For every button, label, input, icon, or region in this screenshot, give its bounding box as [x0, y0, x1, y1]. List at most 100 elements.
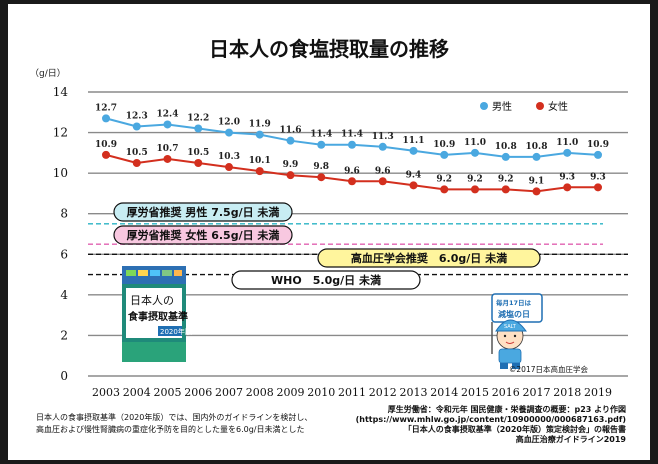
x-tick-label: 2017: [523, 386, 551, 399]
data-label: 10.8: [495, 142, 517, 152]
y-tick-label: 8: [60, 207, 68, 221]
data-label: 12.0: [218, 118, 240, 128]
x-tick-label: 2014: [430, 386, 458, 399]
data-label: 11.9: [249, 120, 271, 130]
data-label: 10.8: [526, 142, 548, 152]
footnote-right-line: 厚生労働省：令和元年 国民健康・栄養調査の概要：p23 より作図: [388, 404, 626, 414]
data-label: 11.6: [280, 126, 302, 136]
data-label: 9.1: [529, 176, 545, 186]
reference-label-box: [113, 202, 293, 222]
x-tick-label: 2009: [277, 386, 305, 399]
data-point: [378, 177, 387, 186]
data-point: [532, 152, 541, 161]
data-point: [317, 173, 326, 182]
legend-label: 男性: [492, 100, 512, 113]
slide: 日本人の食塩摂取量の推移 （g/日） 0 2 4 6 8 10 12 14 2003 2004 2…: [8, 4, 650, 460]
data-point: [194, 159, 203, 167]
data-point: [225, 163, 233, 172]
data-label: 10.9: [587, 140, 609, 150]
data-point: [440, 185, 449, 194]
data-label: 9.2: [467, 174, 483, 184]
x-tick-label: 2016: [492, 386, 520, 399]
legend-marker: [480, 102, 488, 110]
x-tick-label: 2006: [184, 386, 212, 399]
y-tick-label: 0: [60, 369, 68, 383]
mascot-sign-text: 減塩の日: [498, 309, 530, 319]
reference-label: 高血圧学会推奨 6.0g/日 未満: [351, 251, 507, 265]
footnote-left-line: 日本人の食事摂取基準（2020年版）では、国内外のガイドラインを検討し、: [36, 412, 312, 422]
y-tick-label: 2: [60, 328, 68, 342]
mascot-flag-text: 毎月17日は: [496, 298, 532, 307]
data-point: [255, 130, 264, 139]
y-axis-unit: （g/日）: [30, 68, 66, 79]
x-tick-label: 2018: [553, 386, 581, 399]
reference-label: 厚労省推奨 女性 6.5g/日 未満: [127, 228, 280, 242]
data-label: 10.1: [249, 156, 271, 166]
reference-label-box: [231, 270, 421, 290]
data-point: [409, 181, 418, 190]
y-tick-label: 10: [53, 166, 68, 180]
y-axis-ticks: 0 2 4 6 8 10 12 14: [53, 85, 69, 383]
data-label: 10.5: [187, 148, 209, 158]
data-point: [132, 122, 141, 131]
data-point: [132, 159, 141, 167]
data-label: 11.0: [556, 138, 578, 148]
footnote-right-line: 高血圧治療ガイドライン2019: [516, 434, 627, 444]
data-label: 11.1: [403, 136, 425, 146]
data-label: 10.5: [126, 148, 148, 158]
y-tick-label: 12: [53, 126, 68, 140]
y-tick-label: 14: [53, 85, 69, 99]
data-point: [409, 146, 418, 155]
footnote-left-line: 高血圧および慢性腎臓病の重症化予防を目的とした量を6.0g/日未満とした: [36, 424, 305, 434]
x-tick-label: 2004: [123, 386, 151, 399]
reference-label-box: [317, 248, 541, 268]
data-point: [286, 136, 295, 145]
data-label: 10.9: [433, 140, 455, 150]
chart-title: 日本人の食塩摂取量の推移: [209, 37, 449, 61]
data-label: 12.7: [95, 103, 117, 113]
data-label: 9.3: [559, 172, 575, 182]
data-point: [471, 148, 479, 157]
x-tick-label: 2015: [461, 386, 489, 399]
data-label: 9.9: [283, 160, 299, 170]
data-point: [532, 187, 541, 196]
data-point: [348, 140, 356, 149]
data-label: 9.4: [406, 170, 422, 180]
data-label: 11.3: [372, 132, 394, 142]
data-label: 10.9: [95, 140, 117, 150]
x-tick-label: 2007: [215, 386, 243, 399]
reference-label-box: [113, 225, 293, 245]
data-point: [102, 114, 110, 123]
footnote-right-line: 「日本人の食事摂取基準（2020年版）策定検討会」の報告書: [404, 424, 626, 434]
data-point: [563, 148, 572, 157]
x-tick-label: 2003: [92, 386, 120, 399]
mascot-cap-text: SALT: [504, 324, 517, 330]
x-tick-label: 2010: [307, 386, 335, 399]
data-label: 11.0: [464, 138, 486, 148]
x-tick-label: 2013: [400, 386, 428, 399]
x-tick-label: 2012: [369, 386, 397, 399]
data-point: [471, 185, 479, 194]
book-illustration: 日本人の 食事摂取基準 2020年版: [122, 266, 192, 362]
mascot-illustration: 毎月17日は 減塩の日 SALT: [491, 293, 543, 369]
data-point: [255, 167, 264, 176]
reference-label: 厚労省推奨 男性 7.5g/日 未満: [127, 205, 280, 219]
data-point: [163, 154, 172, 163]
data-label: 9.2: [498, 174, 514, 184]
x-tick-label: 2011: [338, 386, 366, 399]
data-label: 9.3: [590, 172, 606, 182]
legend-label: 女性: [548, 100, 568, 113]
x-tick-label: 2019: [584, 386, 612, 399]
data-label: 9.8: [313, 162, 329, 172]
data-label: 12.2: [187, 114, 209, 124]
data-point: [225, 128, 233, 137]
series-points: [102, 114, 602, 196]
footnote-left: 日本人の食事摂取基準（2020年版）では、国内外のガイドラインを検討し、 高血圧…: [36, 412, 312, 434]
legend: 男性 女性: [480, 100, 568, 113]
data-label: 10.3: [218, 152, 240, 162]
book-year: 2020年版: [160, 327, 192, 336]
footnote-right: 厚生労働省：令和元年 国民健康・栄養調査の概要：p23 より作図 (https:…: [356, 404, 627, 444]
data-point: [563, 183, 572, 192]
data-point: [378, 142, 387, 151]
